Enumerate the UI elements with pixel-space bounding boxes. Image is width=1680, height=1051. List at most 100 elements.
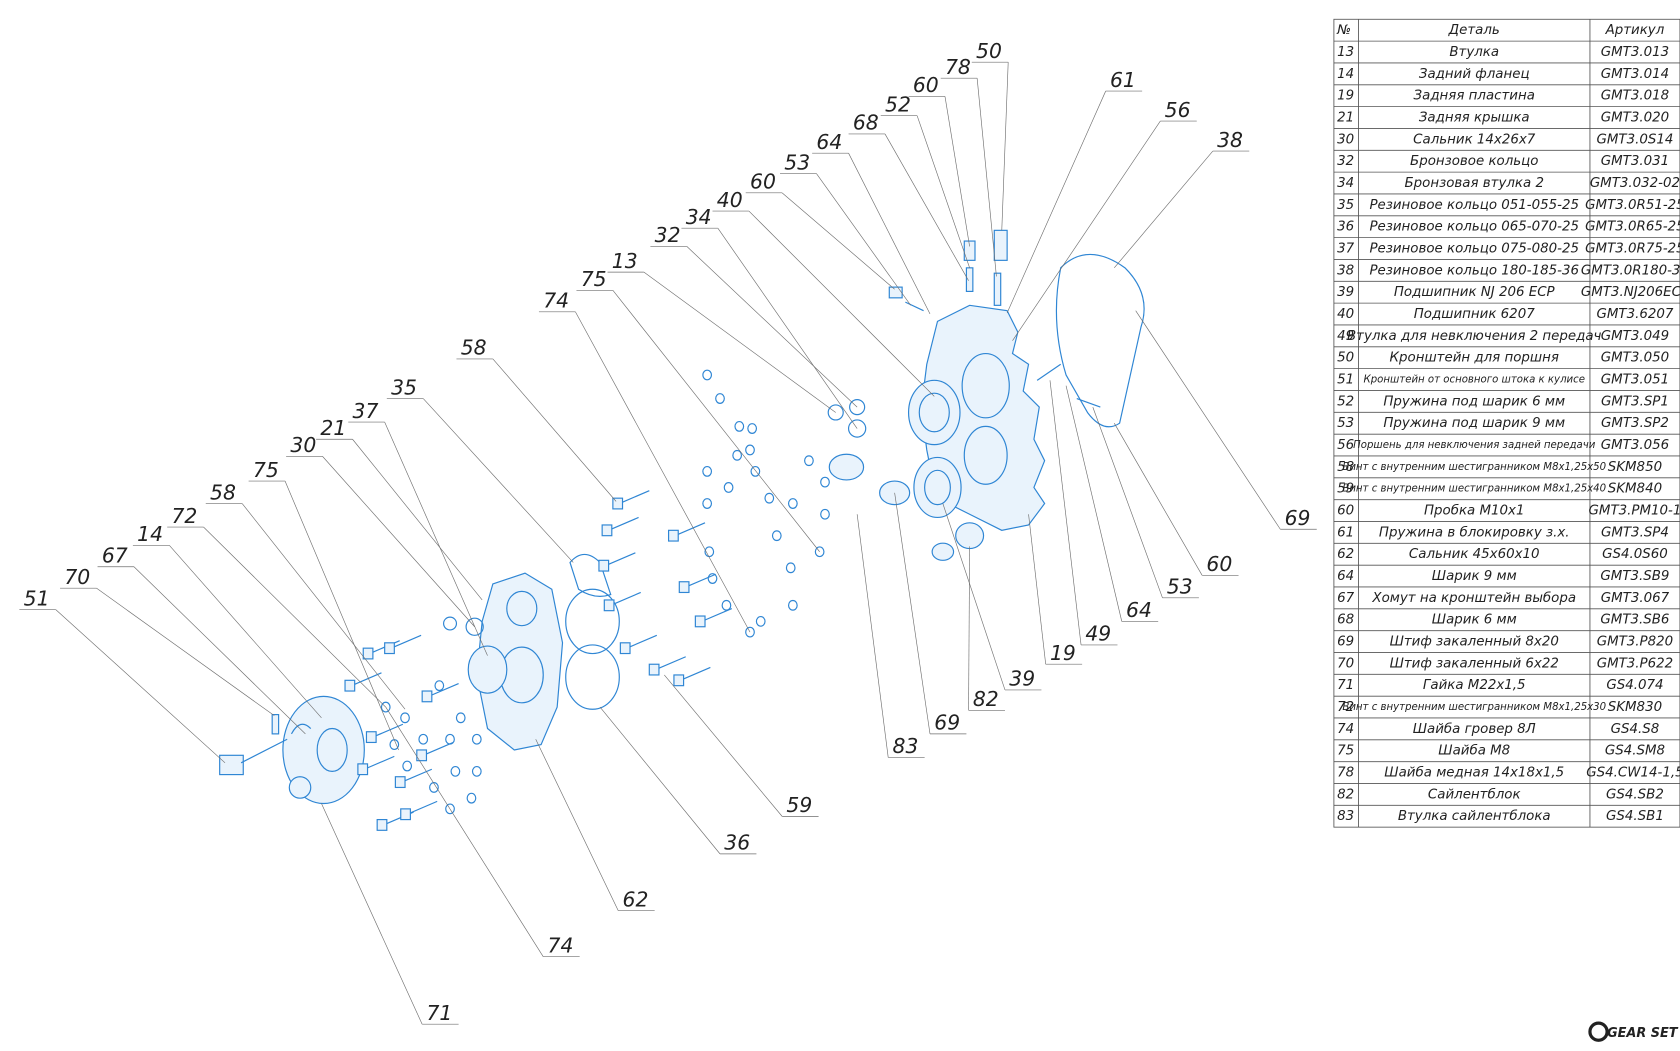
table-cell: Винт с внутренним шестигранником M8x1,25…	[1342, 702, 1606, 713]
table-cell: 58	[1337, 460, 1354, 475]
leader-line	[96, 587, 275, 716]
bolt	[608, 516, 639, 531]
table-cell: GS4.SB1	[1606, 809, 1664, 824]
washer	[745, 626, 755, 638]
table-cell: GMT3.051	[1601, 373, 1669, 388]
leader-line	[599, 706, 721, 855]
callout-label: 70	[64, 565, 90, 589]
callout-label: 34	[686, 205, 712, 229]
table-cell: Задняя пластина	[1414, 89, 1535, 104]
washer	[450, 765, 461, 777]
washer	[764, 492, 775, 504]
table-cell: 39	[1337, 285, 1354, 300]
callout-label: 60	[913, 73, 939, 97]
table-cell: GMT3.032-02	[1590, 176, 1680, 191]
callout-label: 71	[426, 1001, 452, 1025]
seal	[467, 645, 508, 694]
bearing	[924, 469, 951, 506]
parts-table: № Деталь Артикул 13 Втулка GMT3.013 14 Задний ф…	[1333, 18, 1680, 828]
logo-text: GEAR SET	[1607, 1026, 1679, 1041]
callout-label: 36	[724, 831, 750, 855]
washer	[785, 562, 796, 574]
washer	[820, 508, 830, 520]
bolt-head	[365, 731, 377, 744]
bolt	[351, 672, 382, 687]
table-cell: GMT3.PM10-1	[1589, 504, 1680, 519]
table-cell: 49	[1337, 329, 1354, 344]
leader-line	[686, 246, 858, 408]
bolt-head	[673, 674, 685, 687]
callout-label: 60	[1206, 552, 1232, 576]
washer	[747, 423, 758, 434]
callout-label: 38	[1217, 128, 1243, 152]
table-frame	[1333, 18, 1680, 828]
callout-label: 32	[655, 223, 681, 247]
table-cell: 59	[1337, 482, 1354, 497]
bearing	[918, 392, 950, 433]
washer	[702, 465, 713, 477]
washer	[471, 733, 482, 745]
callout-label: 69	[1285, 506, 1311, 530]
table-cell: 36	[1337, 220, 1354, 235]
callout-label: 62	[623, 887, 649, 911]
washer	[455, 712, 466, 724]
leader-line	[894, 492, 931, 734]
flange-bore	[316, 727, 348, 772]
bushing	[828, 453, 865, 481]
plug	[993, 229, 1008, 261]
table-cell: GMT3.0S14	[1597, 132, 1674, 147]
bearing	[913, 456, 962, 519]
bolt	[390, 634, 422, 649]
leader-line	[322, 456, 475, 627]
table-cell: 32	[1337, 154, 1354, 169]
table-cell: GMT3.020	[1601, 111, 1669, 126]
table-cell: GMT3.SP2	[1601, 416, 1669, 431]
table-cell: Сайлентблок	[1428, 786, 1521, 802]
table-cell: Кронштейн для поршня	[1390, 351, 1559, 366]
table-cell: 19	[1337, 89, 1354, 104]
bolt-head	[344, 679, 356, 692]
table-header: №	[1336, 23, 1351, 38]
table-cell: Задняя крышка	[1419, 111, 1530, 126]
table-cell: 56	[1337, 438, 1354, 453]
callout-label: 74	[548, 933, 574, 957]
callout-label: 75	[253, 458, 279, 482]
table-cell: SKM850	[1608, 460, 1662, 475]
bolt-head	[400, 808, 411, 821]
callout-label: 49	[1085, 622, 1111, 646]
plug	[888, 286, 903, 299]
callout-label: 69	[934, 711, 960, 735]
leader-line	[284, 480, 399, 751]
washer	[429, 782, 439, 793]
table-cell: 37	[1337, 242, 1355, 257]
bolt-head	[612, 497, 624, 510]
table-cell: GMT3.050	[1601, 351, 1669, 366]
bore	[963, 425, 1008, 485]
table-cell: GMT3.014	[1601, 67, 1669, 82]
leader-line	[321, 803, 423, 1025]
leader-line	[916, 115, 970, 268]
table-cell: 40	[1337, 307, 1354, 322]
table-cell: Сальник 45x60x10	[1409, 547, 1540, 562]
ring	[847, 419, 867, 438]
table-cell: Сальник 14x26x7	[1413, 132, 1536, 147]
bolt-head	[362, 647, 374, 660]
table-cell: SKM840	[1608, 482, 1662, 497]
leader-line	[1012, 120, 1161, 341]
callout-label: 50	[976, 39, 1002, 63]
bolt	[626, 634, 658, 649]
table-cell: GS4.CW14-1,5	[1586, 766, 1680, 781]
plug	[963, 240, 976, 261]
table-cell: GMT3.NJ206ECP	[1581, 285, 1680, 300]
bolt	[619, 490, 650, 505]
callout-label: 72	[171, 504, 197, 528]
leader-line	[1113, 423, 1203, 576]
leader-line	[1114, 150, 1214, 269]
callout-label: 75	[581, 267, 607, 291]
bolt	[655, 656, 686, 671]
bolt-head	[648, 663, 660, 676]
table-cell: GMT3.049	[1601, 329, 1669, 344]
bolt	[685, 573, 716, 588]
table-cell: GS4.074	[1606, 678, 1663, 693]
